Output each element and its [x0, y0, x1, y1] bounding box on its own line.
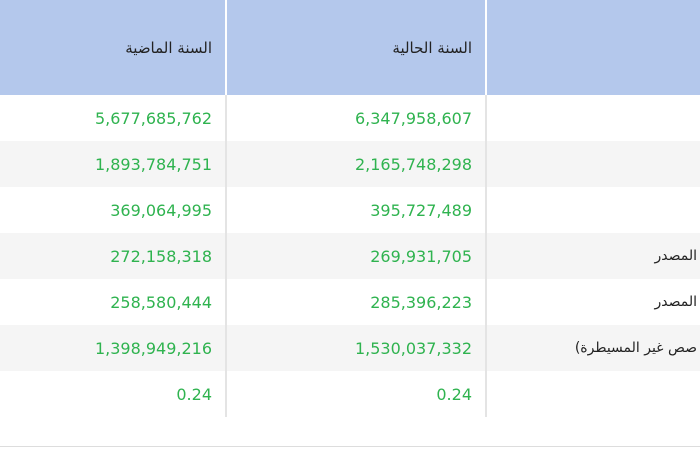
- current-value: 0.24: [227, 371, 485, 417]
- last-value: 0.24: [0, 371, 225, 417]
- last-value: 1,893,784,751: [0, 141, 225, 187]
- column-divider: [225, 95, 227, 417]
- row-label: المصدر: [487, 279, 700, 325]
- row-label: [487, 371, 700, 417]
- row-label: [487, 141, 700, 187]
- last-value: 369,064,995: [0, 187, 225, 233]
- header-label-cell: [487, 0, 700, 95]
- last-value: 272,158,318: [0, 233, 225, 279]
- header-cell: السنة الحالية: [227, 0, 485, 95]
- current-value: 269,931,705: [227, 233, 485, 279]
- current-value: 1,530,037,332: [227, 325, 485, 371]
- header-cell: السنة الماضية: [0, 0, 225, 95]
- bottom-rule: [0, 446, 700, 447]
- current-value: 6,347,958,607: [227, 95, 485, 141]
- last-value: 1,398,949,216: [0, 325, 225, 371]
- column-divider: [485, 95, 487, 417]
- header-divider: [225, 0, 227, 95]
- last-value: 5,677,685,762: [0, 95, 225, 141]
- current-value: 2,165,748,298: [227, 141, 485, 187]
- row-label: [487, 187, 700, 233]
- last-value: 258,580,444: [0, 279, 225, 325]
- header-divider: [485, 0, 487, 95]
- row-label: [487, 95, 700, 141]
- row-label: صص غير المسيطرة): [487, 325, 700, 371]
- current-value: 285,396,223: [227, 279, 485, 325]
- current-value: 395,727,489: [227, 187, 485, 233]
- row-label: المصدر: [487, 233, 700, 279]
